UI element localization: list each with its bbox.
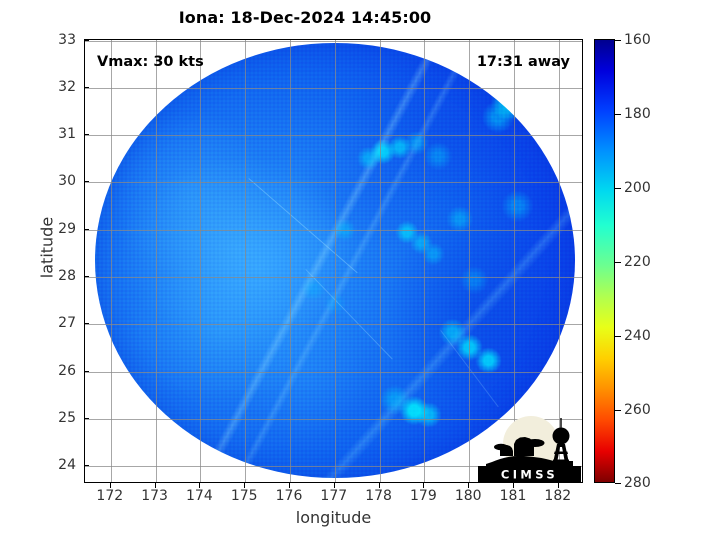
y-axis-label: latitude [37, 216, 57, 279]
vmax-annotation: Vmax: 30 kts [97, 54, 204, 70]
colorbar [594, 39, 615, 483]
ytick-label: 25 [58, 409, 76, 426]
xtick-label: 178 [365, 488, 392, 504]
cimss-logo-text: CIMSS [501, 467, 558, 481]
xtick-label: 179 [410, 488, 437, 504]
xtick-label: 182 [544, 488, 572, 504]
ytick-label: 27 [58, 315, 76, 332]
colorbar-tick-label: 280 [624, 474, 651, 491]
colorbar-tick-label: 200 [624, 179, 651, 196]
xtick-label: 173 [141, 488, 168, 504]
colorbar-tick-label: 260 [624, 401, 651, 418]
ytick-label: 26 [58, 362, 76, 379]
ytick-label: 24 [58, 457, 76, 474]
ytick-label: 28 [58, 268, 76, 284]
xtick-label: 174 [186, 488, 213, 504]
ytick-label: 33 [58, 31, 76, 48]
xtick-label: 176 [275, 488, 303, 504]
plot-area: Vmax: 30 kts 17:31 away CIMSS [84, 39, 583, 483]
ytick-label: 32 [58, 78, 76, 95]
ytick-label: 30 [58, 173, 76, 190]
colorbar-tick-label: 220 [624, 253, 651, 270]
xtick-label: 172 [96, 488, 124, 504]
cimss-logo: CIMSS [478, 416, 581, 482]
time-away-annotation: 17:31 away [476, 54, 570, 70]
xtick-label: 180 [454, 488, 482, 504]
ytick-label: 31 [58, 126, 76, 143]
page-title: Iona: 18-Dec-2024 14:45:00 [178, 8, 432, 27]
xtick-label: 177 [320, 488, 348, 504]
colorbar-tick-label: 240 [624, 327, 651, 344]
colorbar-tick-label: 160 [624, 31, 651, 48]
x-axis-label: longitude [295, 508, 372, 527]
colorbar-tick-label: 180 [624, 105, 651, 122]
xtick-label: 181 [499, 488, 527, 504]
ytick-label: 29 [58, 220, 76, 237]
xtick-label: 175 [230, 488, 258, 504]
